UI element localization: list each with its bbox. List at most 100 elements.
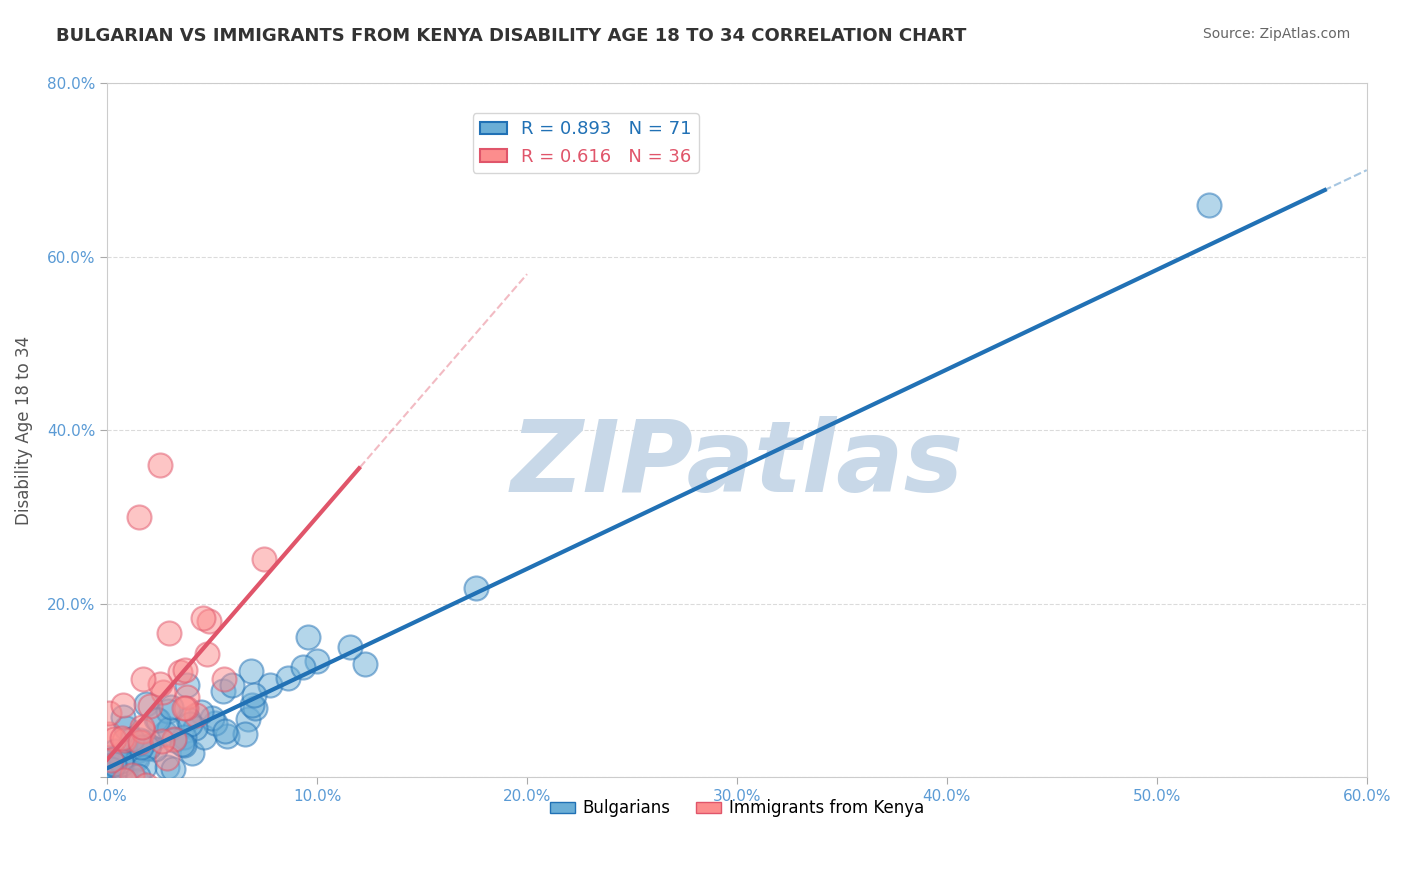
Point — [156, 705, 179, 719]
Point — [173, 700, 195, 714]
Point — [193, 611, 215, 625]
Point — [253, 552, 276, 566]
Point — [176, 678, 198, 692]
Point — [100, 782, 122, 797]
Point — [305, 654, 328, 668]
Point — [1198, 198, 1220, 212]
Point — [174, 701, 197, 715]
Point — [96, 755, 118, 769]
Point — [153, 725, 176, 739]
Point — [339, 640, 361, 654]
Point — [139, 699, 162, 714]
Point — [110, 731, 132, 746]
Point — [143, 741, 166, 756]
Point — [131, 720, 153, 734]
Point — [297, 630, 319, 644]
Point — [97, 772, 120, 787]
Point — [135, 778, 157, 792]
Point — [125, 773, 148, 788]
Point — [173, 663, 195, 677]
Point — [98, 727, 121, 741]
Point — [212, 672, 235, 686]
Point — [121, 768, 143, 782]
Point — [117, 745, 139, 759]
Point — [145, 712, 167, 726]
Point — [245, 701, 267, 715]
Point — [100, 762, 122, 776]
Point — [112, 772, 135, 787]
Point — [132, 672, 155, 686]
Point — [104, 771, 127, 785]
Point — [198, 614, 221, 628]
Point — [104, 744, 127, 758]
Point — [221, 678, 243, 692]
Point — [277, 671, 299, 685]
Point — [110, 754, 132, 768]
Point — [353, 657, 375, 672]
Point — [173, 739, 195, 753]
Point — [233, 727, 256, 741]
Text: BULGARIAN VS IMMIGRANTS FROM KENYA DISABILITY AGE 18 TO 34 CORRELATION CHART: BULGARIAN VS IMMIGRANTS FROM KENYA DISAB… — [56, 27, 966, 45]
Point — [100, 767, 122, 781]
Point — [134, 760, 156, 774]
Point — [236, 712, 259, 726]
Point — [184, 721, 207, 735]
Point — [169, 665, 191, 680]
Point — [135, 697, 157, 711]
Point — [214, 724, 236, 739]
Point — [103, 732, 125, 747]
Text: ZIPatlas: ZIPatlas — [510, 417, 963, 513]
Point — [114, 771, 136, 785]
Point — [217, 729, 239, 743]
Point — [179, 717, 201, 731]
Point — [157, 722, 180, 736]
Point — [128, 509, 150, 524]
Point — [243, 688, 266, 702]
Point — [107, 787, 129, 801]
Point — [204, 716, 226, 731]
Y-axis label: Disability Age 18 to 34: Disability Age 18 to 34 — [15, 335, 32, 524]
Point — [108, 765, 131, 780]
Point — [136, 740, 159, 755]
Point — [184, 707, 207, 722]
Point — [172, 737, 194, 751]
Point — [114, 721, 136, 735]
Point — [163, 731, 186, 746]
Point — [129, 733, 152, 747]
Point — [240, 698, 263, 713]
Point — [132, 735, 155, 749]
Point — [212, 684, 235, 698]
Point — [148, 677, 170, 691]
Point — [104, 751, 127, 765]
Point — [98, 706, 121, 720]
Point — [103, 757, 125, 772]
Point — [152, 734, 174, 748]
Point — [177, 712, 200, 726]
Point — [148, 713, 170, 727]
Point — [127, 769, 149, 783]
Point — [160, 700, 183, 714]
Point — [111, 757, 134, 772]
Point — [128, 735, 150, 749]
Point — [162, 762, 184, 776]
Point — [180, 746, 202, 760]
Legend: Bulgarians, Immigrants from Kenya: Bulgarians, Immigrants from Kenya — [543, 793, 931, 824]
Point — [291, 660, 314, 674]
Text: Source: ZipAtlas.com: Source: ZipAtlas.com — [1202, 27, 1350, 41]
Point — [132, 724, 155, 739]
Point — [156, 759, 179, 773]
Point — [107, 787, 129, 801]
Point — [163, 733, 186, 747]
Point — [128, 743, 150, 757]
Point — [239, 664, 262, 678]
Point — [201, 711, 224, 725]
Point — [111, 698, 134, 713]
Point — [173, 730, 195, 744]
Point — [176, 690, 198, 705]
Point — [157, 626, 180, 640]
Point — [129, 740, 152, 755]
Point — [105, 778, 128, 792]
Point — [138, 739, 160, 754]
Point — [156, 751, 179, 765]
Point — [152, 685, 174, 699]
